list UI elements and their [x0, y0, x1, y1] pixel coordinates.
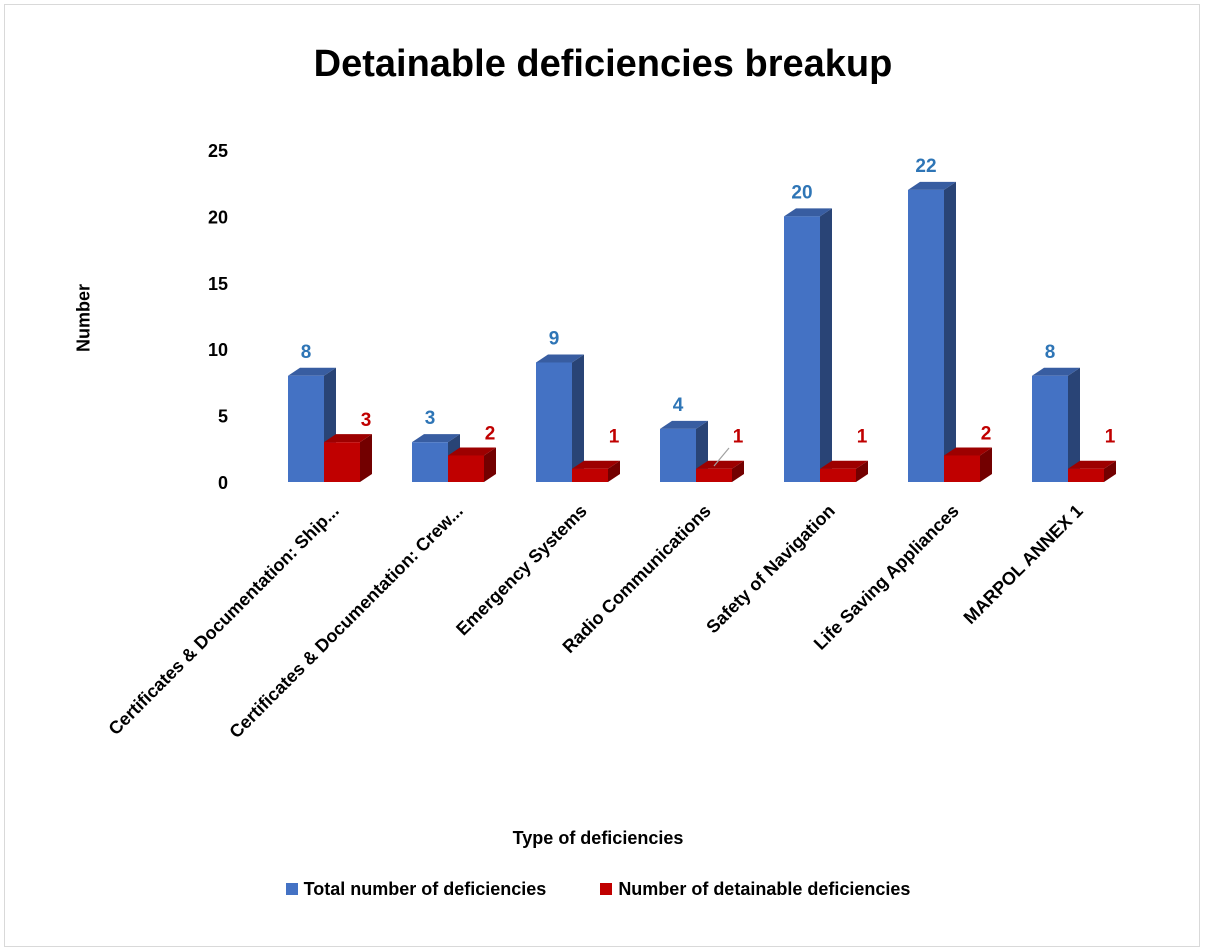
bar-detainable-0 [324, 434, 372, 482]
y-tick-label-0: 0 [218, 473, 228, 493]
data-label-total-2: 9 [549, 328, 560, 349]
y-tick-label-2: 10 [208, 340, 228, 360]
data-label-total-5: 22 [915, 156, 936, 177]
y-tick-label-1: 5 [218, 407, 228, 427]
x-tick-label-3: Radio Communications [559, 501, 715, 657]
y-tick-label-3: 15 [208, 274, 228, 294]
x-tick-label-4: Safety of Navigation [702, 501, 838, 637]
bar-detainable-3 [696, 460, 744, 482]
data-label-detainable-0: 3 [361, 410, 372, 431]
chart-legend: Total number of deficiencies Number of d… [0, 874, 1196, 904]
y-tick-label-4: 20 [208, 207, 228, 227]
bar-detainable-2 [572, 460, 620, 482]
bar-detainable-6 [1068, 460, 1116, 482]
data-label-total-6: 8 [1045, 342, 1056, 363]
bar-detainable-5 [944, 447, 992, 482]
x-tick-label-0: Certificates & Documentation: Ship... [105, 501, 343, 739]
legend-swatch-detainable [600, 883, 613, 895]
data-label-detainable-4: 1 [857, 427, 868, 448]
y-axis-label: Number [73, 283, 94, 353]
y-tick-label-5: 25 [208, 141, 228, 161]
legend-label-total: Total number of deficiencies [303, 878, 547, 899]
data-label-total-4: 20 [791, 182, 812, 203]
legend-label-detainable: Number of detainable deficiencies [618, 878, 911, 899]
data-label-leader-line [713, 447, 730, 467]
data-label-detainable-2: 1 [609, 427, 620, 448]
legend-item-detainable: Number of detainable deficiencies [600, 879, 910, 900]
data-label-total-0: 8 [301, 342, 312, 363]
bar-total-6 [1032, 367, 1080, 482]
x-tick-label-5: Life Saving Appliances [810, 501, 963, 654]
chart-title: Detainable deficiencies breakup [313, 43, 893, 85]
bar-detainable-1 [448, 447, 496, 482]
data-label-total-1: 3 [425, 408, 436, 429]
x-axis-label: Type of deficiencies [512, 828, 684, 848]
x-tick-label-6: MARPOL ANNEX 1 [960, 501, 1087, 628]
legend-item-total: Total number of deficiencies [285, 878, 547, 900]
bar-detainable-4 [820, 460, 868, 482]
data-label-detainable-6: 1 [1105, 427, 1116, 448]
data-label-detainable-5: 2 [981, 423, 992, 444]
data-label-detainable-3: 1 [733, 427, 744, 448]
legend-swatch-total [285, 883, 298, 895]
x-tick-label-1: Certificates & Documentation: Crew... [225, 501, 466, 742]
bar-total-4 [784, 208, 832, 482]
bar-total-2 [536, 354, 584, 482]
data-label-total-3: 4 [673, 395, 684, 416]
x-tick-label-2: Emergency Systems [452, 501, 591, 640]
data-label-detainable-1: 2 [485, 423, 496, 444]
bar-total-5 [908, 181, 956, 482]
